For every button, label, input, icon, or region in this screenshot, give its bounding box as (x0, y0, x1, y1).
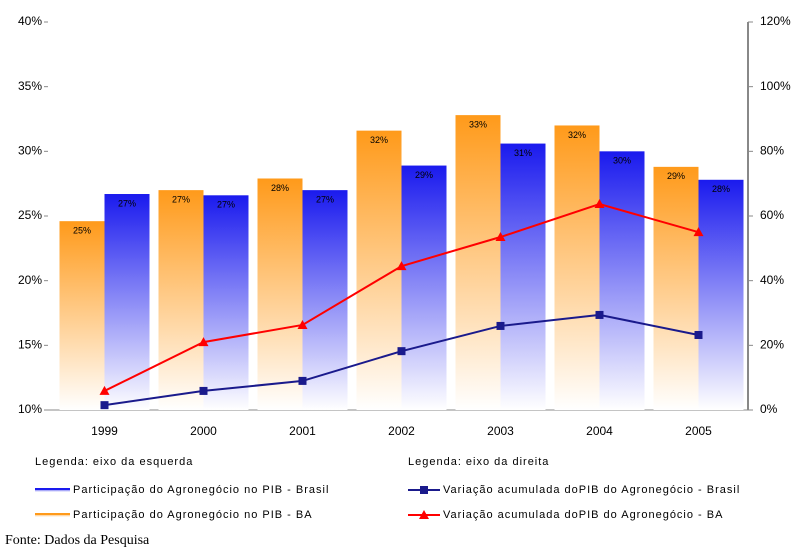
x-tick-label: 2002 (388, 424, 415, 438)
point (594, 199, 605, 209)
point (198, 337, 209, 347)
bar (401, 165, 447, 410)
bar (203, 195, 249, 410)
y-tick-label: 40% (18, 14, 42, 28)
legend-label: Variação acumulada doPIB do Agronegócio … (443, 484, 740, 496)
x-tick-label: 2000 (190, 424, 217, 438)
point (595, 310, 604, 319)
y2-tick-label: 0% (760, 402, 778, 416)
y-tick-label: 20% (18, 273, 42, 287)
y2-tick-label: 60% (760, 208, 784, 222)
y-tick-label: 35% (18, 79, 42, 93)
bar (554, 125, 600, 410)
point (100, 401, 109, 410)
y2-tick-label: 40% (760, 273, 784, 287)
value-label: 31% (514, 148, 532, 158)
bar (599, 151, 645, 411)
legend-right-title: Legenda: eixo da direita (408, 456, 549, 468)
legend-marker (419, 510, 429, 519)
point (397, 347, 406, 356)
y-tick-label: 10% (18, 402, 42, 416)
value-label: 25% (73, 226, 91, 236)
legend-swatch-top (35, 513, 70, 515)
legend-label: Variação acumulada doPIB do Agronegócio … (443, 509, 723, 521)
bar (653, 166, 699, 410)
value-label: 30% (613, 156, 631, 166)
value-label: 32% (568, 130, 586, 140)
y2-tick-label: 120% (760, 14, 791, 28)
y-tick-label: 15% (18, 338, 42, 352)
point (496, 321, 505, 330)
value-label: 27% (118, 198, 136, 208)
bar (500, 143, 546, 410)
x-tick-label: 2005 (685, 424, 712, 438)
bar (158, 190, 204, 410)
point (495, 232, 506, 242)
x-tick-label: 1999 (91, 424, 118, 438)
value-label: 29% (667, 171, 685, 181)
value-label: 32% (370, 135, 388, 145)
value-label: 28% (271, 183, 289, 193)
x-tick-label: 2003 (487, 424, 514, 438)
x-tick-label: 2004 (586, 424, 613, 438)
point (99, 385, 110, 395)
point (199, 386, 208, 395)
legend-left-title: Legenda: eixo da esquerda (35, 456, 193, 468)
value-label: 27% (172, 195, 190, 205)
point (694, 330, 703, 339)
legend-label: Participação do Agronegócio no PIB - Bra… (73, 484, 329, 496)
point (297, 319, 308, 329)
y-tick-label: 30% (18, 144, 42, 158)
value-label: 27% (316, 195, 334, 205)
bar (257, 178, 303, 410)
y2-tick-label: 20% (760, 338, 784, 352)
source: Fonte: Dados da Pesquisa (5, 533, 150, 548)
point (693, 227, 704, 237)
bar (104, 194, 150, 410)
bar (455, 115, 501, 411)
legend-swatch-top (35, 488, 70, 490)
point (298, 376, 307, 385)
legend-marker (420, 486, 428, 494)
y2-tick-label: 80% (760, 144, 784, 158)
point (396, 261, 407, 271)
bar (698, 179, 744, 410)
y2-tick-label: 100% (760, 79, 791, 93)
value-label: 28% (712, 184, 730, 194)
x-tick-label: 2001 (289, 424, 316, 438)
y-tick-label: 25% (18, 208, 42, 222)
value-label: 33% (469, 119, 487, 129)
value-label: 29% (415, 170, 433, 180)
bar (59, 221, 105, 410)
bar (302, 190, 348, 410)
value-label: 27% (217, 200, 235, 210)
legend-label: Participação do Agronegócio no PIB - BA (73, 509, 313, 521)
